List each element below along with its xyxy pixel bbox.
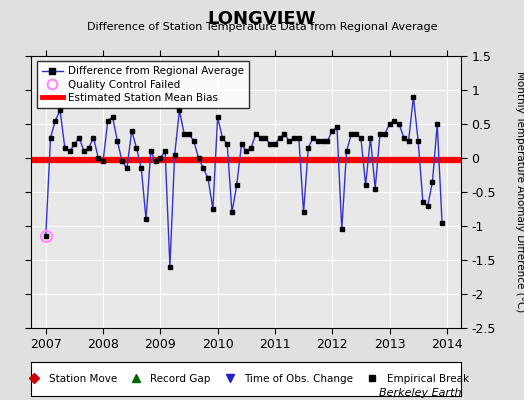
Text: Berkeley Earth: Berkeley Earth xyxy=(379,388,461,398)
Legend: Station Move, Record Gap, Time of Obs. Change, Empirical Break: Station Move, Record Gap, Time of Obs. C… xyxy=(21,371,472,387)
Legend: Difference from Regional Average, Quality Control Failed, Estimated Station Mean: Difference from Regional Average, Qualit… xyxy=(37,61,249,108)
Text: LONGVIEW: LONGVIEW xyxy=(208,10,316,28)
Text: Difference of Station Temperature Data from Regional Average: Difference of Station Temperature Data f… xyxy=(87,22,437,32)
Y-axis label: Monthly Temperature Anomaly Difference (°C): Monthly Temperature Anomaly Difference (… xyxy=(516,71,524,313)
